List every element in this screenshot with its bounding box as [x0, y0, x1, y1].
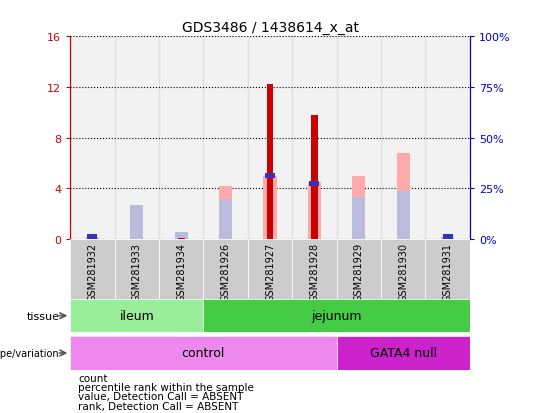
Bar: [309, 181, 319, 186]
Bar: [159, 240, 204, 301]
Bar: [264, 176, 276, 240]
Bar: [336, 240, 381, 301]
Bar: [248, 240, 292, 301]
Text: ileum: ileum: [119, 309, 154, 323]
Text: tissue: tissue: [26, 311, 59, 321]
Text: GSM281930: GSM281930: [398, 243, 408, 301]
Text: GSM281933: GSM281933: [132, 243, 142, 301]
Bar: [381, 240, 426, 301]
Bar: [336, 37, 381, 240]
Bar: [441, 237, 454, 240]
Bar: [87, 235, 97, 240]
Bar: [443, 235, 453, 240]
Bar: [114, 37, 159, 240]
Bar: [352, 176, 366, 240]
Bar: [130, 213, 144, 240]
Text: percentile rank within the sample: percentile rank within the sample: [78, 382, 254, 392]
Bar: [265, 174, 275, 179]
Bar: [70, 337, 336, 370]
Bar: [396, 192, 410, 240]
Bar: [70, 240, 114, 301]
Text: jejunum: jejunum: [312, 309, 362, 323]
Bar: [292, 37, 336, 240]
Bar: [219, 186, 232, 240]
Bar: [219, 199, 232, 240]
Text: GSM281929: GSM281929: [354, 243, 364, 301]
Bar: [204, 37, 248, 240]
Text: GSM281926: GSM281926: [221, 243, 231, 301]
Text: rank, Detection Call = ABSENT: rank, Detection Call = ABSENT: [78, 401, 239, 411]
Bar: [311, 116, 318, 240]
Bar: [204, 299, 470, 332]
Text: GSM281927: GSM281927: [265, 243, 275, 302]
Bar: [178, 239, 185, 240]
Text: GSM281932: GSM281932: [87, 243, 97, 301]
Bar: [174, 233, 188, 240]
Bar: [174, 232, 188, 240]
Text: GSM281934: GSM281934: [176, 243, 186, 301]
Bar: [130, 205, 144, 240]
Bar: [70, 299, 204, 332]
Bar: [336, 337, 470, 370]
Text: control: control: [182, 347, 225, 360]
Bar: [86, 237, 99, 240]
Text: GSM281928: GSM281928: [309, 243, 319, 301]
Bar: [70, 37, 114, 240]
Bar: [204, 240, 248, 301]
Bar: [426, 37, 470, 240]
Bar: [267, 85, 273, 240]
Text: GATA4 null: GATA4 null: [370, 347, 437, 360]
Bar: [441, 237, 454, 240]
Bar: [396, 154, 410, 240]
Bar: [159, 37, 204, 240]
Text: value, Detection Call = ABSENT: value, Detection Call = ABSENT: [78, 392, 244, 401]
Bar: [426, 240, 470, 301]
Bar: [114, 240, 159, 301]
Bar: [292, 240, 336, 301]
Text: count: count: [78, 373, 107, 383]
Bar: [352, 198, 366, 240]
Title: GDS3486 / 1438614_x_at: GDS3486 / 1438614_x_at: [181, 21, 359, 35]
Bar: [86, 237, 99, 240]
Text: genotype/variation: genotype/variation: [0, 348, 59, 358]
Bar: [381, 37, 426, 240]
Bar: [248, 37, 292, 240]
Text: GSM281931: GSM281931: [443, 243, 453, 301]
Bar: [308, 183, 321, 240]
